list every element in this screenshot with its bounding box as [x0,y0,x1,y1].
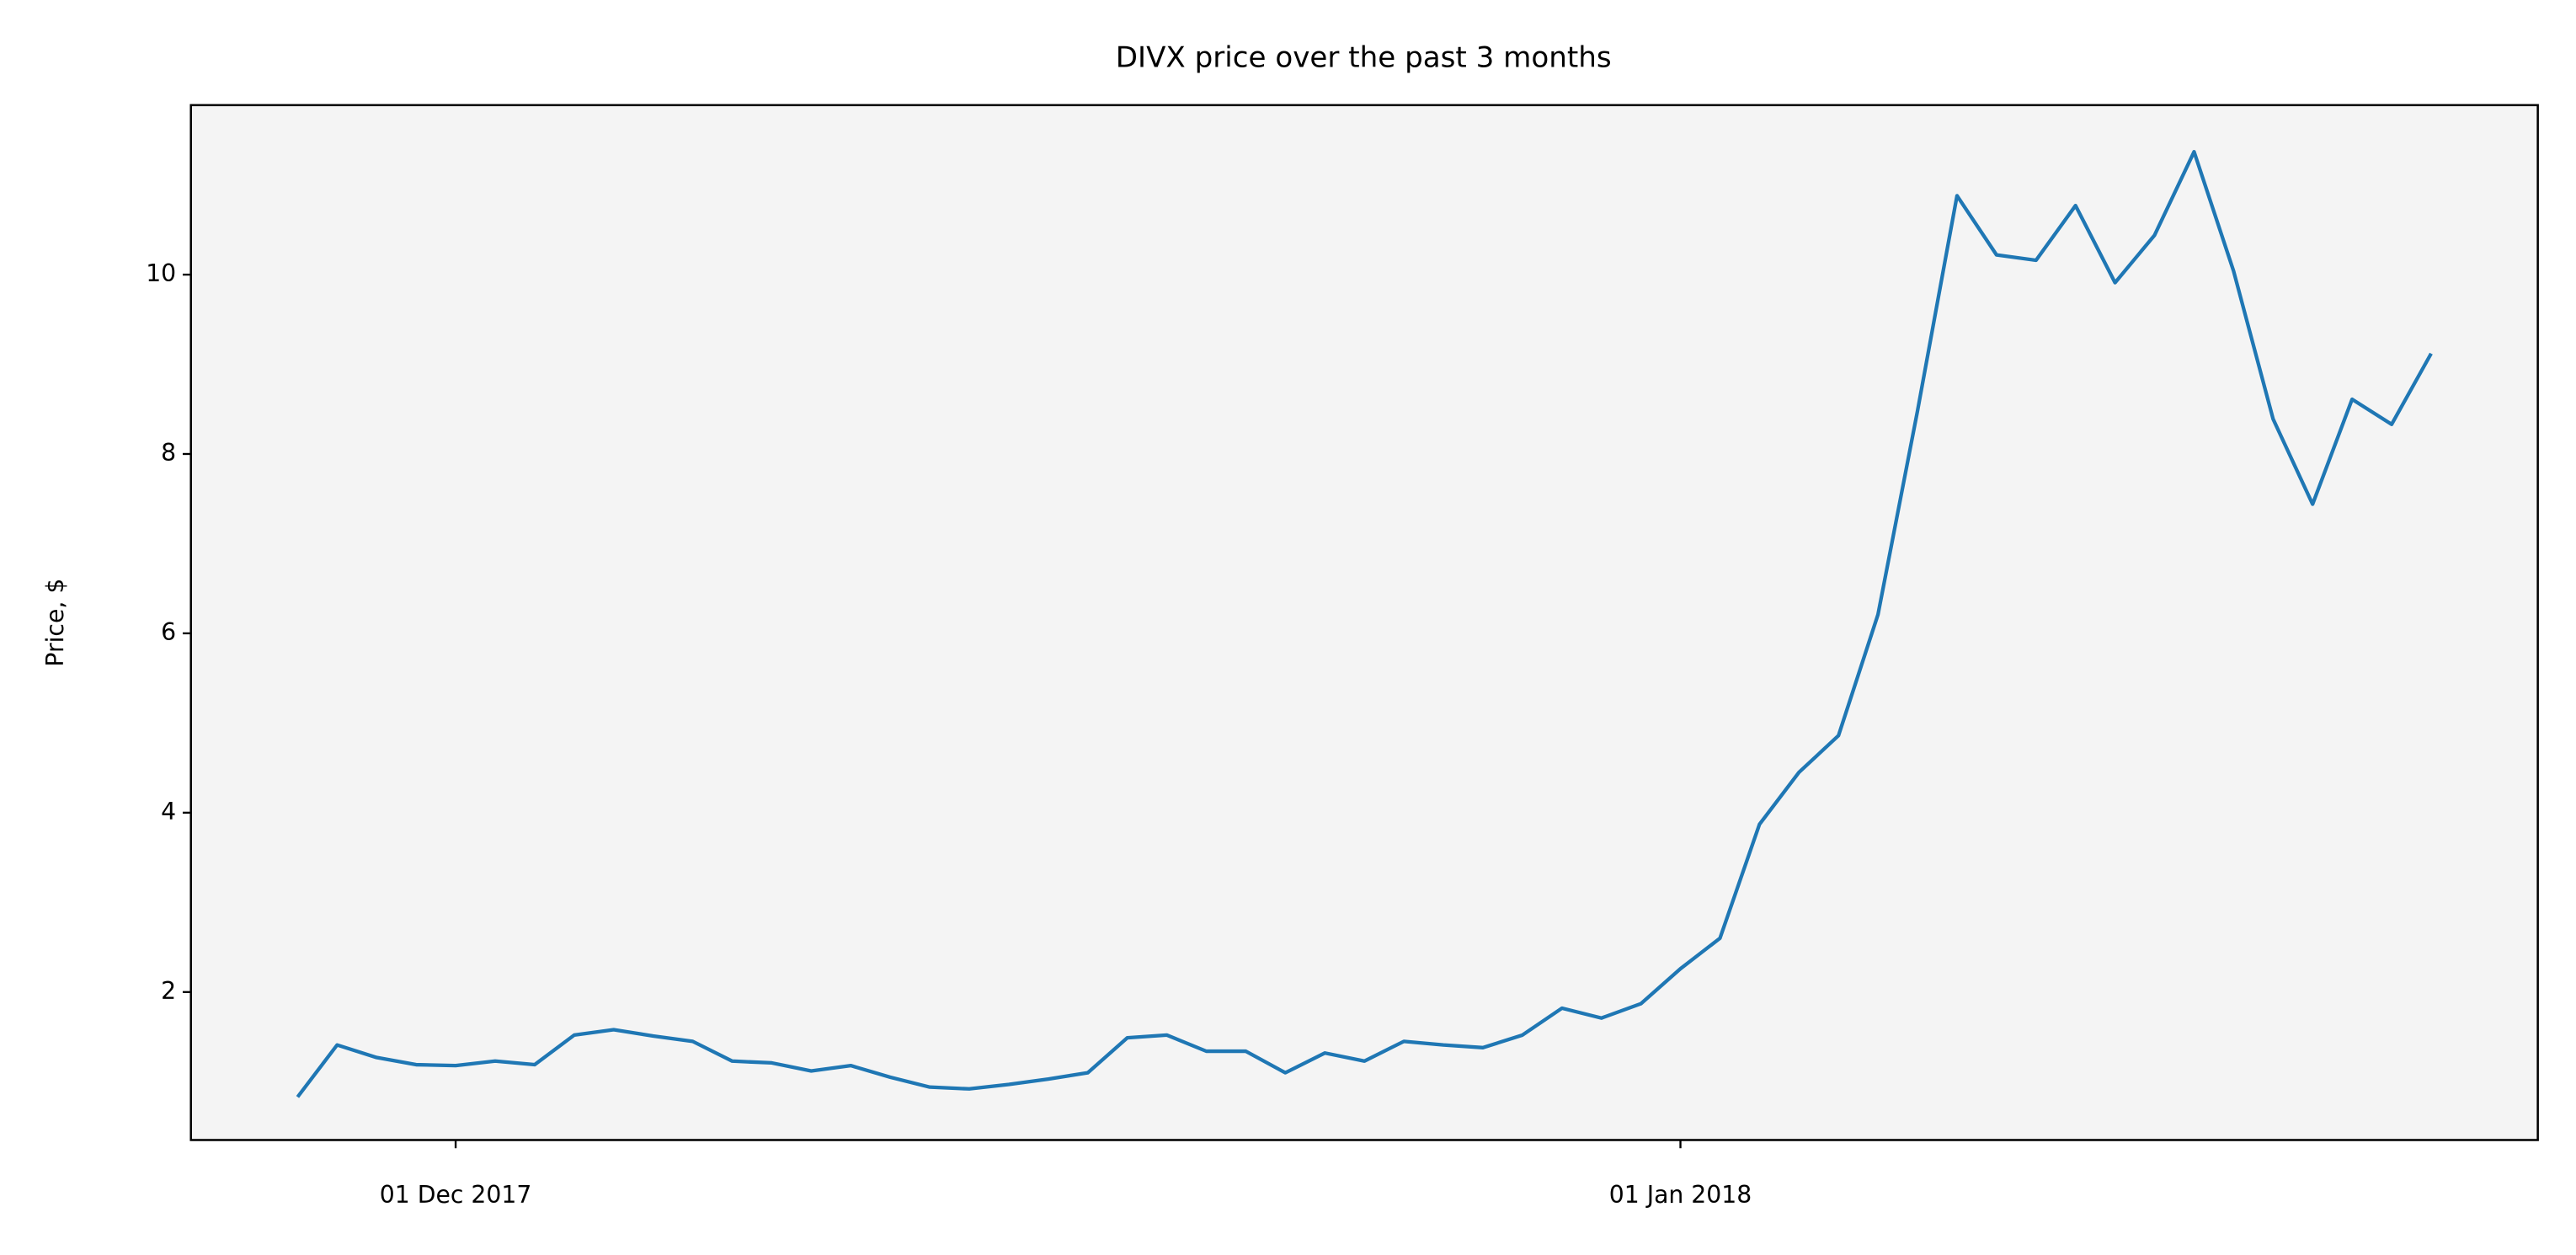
y-axis-label: Price, $ [41,579,69,667]
price-line [296,150,2433,1098]
x-tick-label: 01 Dec 2017 [380,1181,532,1209]
plot-frame [189,104,2539,1141]
y-tick-label: 2 [161,977,176,1005]
x-tick-label: 01 Jan 2018 [1609,1181,1752,1209]
y-tick-label: 10 [146,259,176,287]
chart-title: DIVX price over the past 3 months [1116,41,1612,75]
plot-area [190,104,2538,1140]
y-tick-label: 6 [161,618,176,646]
y-tick-label: 4 [161,798,176,825]
y-tick-label: 8 [161,439,176,467]
plot-layer [296,150,2433,1098]
